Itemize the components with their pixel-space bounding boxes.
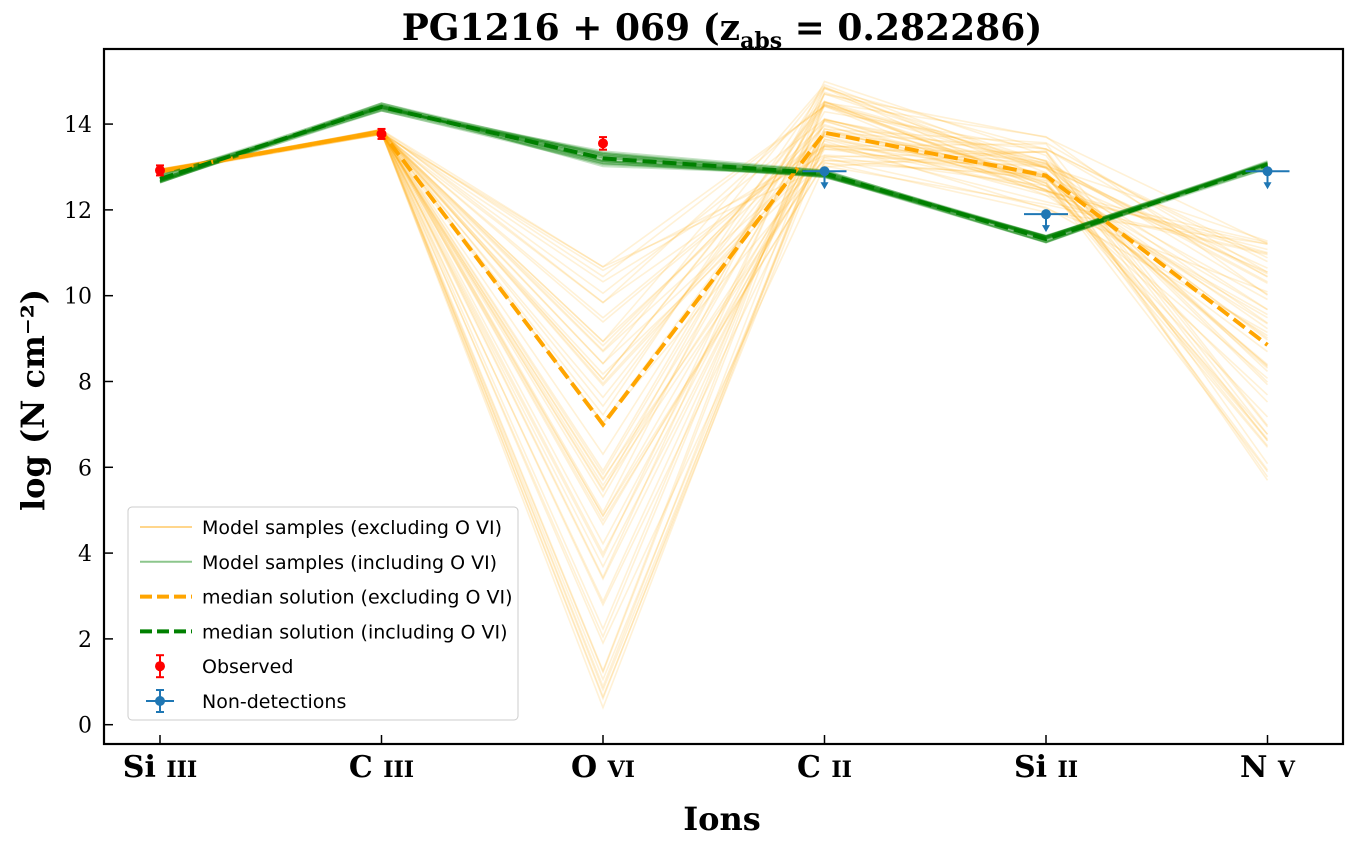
plot-frame bbox=[102, 47, 1345, 746]
legend-marker bbox=[155, 696, 165, 706]
chart-title-main: PG1216 + 069 (z bbox=[402, 7, 740, 49]
legend: Model samples (excluding O VI) Model samp… bbox=[127, 506, 519, 721]
legend-box bbox=[127, 506, 519, 721]
median-excluding-ovi-line bbox=[159, 129, 1269, 428]
y-tick-label: 0 bbox=[78, 714, 92, 739]
x-tick-stage: II bbox=[831, 757, 852, 783]
y-tick-label: 10 bbox=[64, 285, 92, 310]
x-tick-element: N bbox=[1240, 750, 1278, 785]
orange-sample-line bbox=[159, 80, 1269, 514]
x-tick-stage: V bbox=[1277, 757, 1296, 783]
orange-sample-line bbox=[159, 129, 1269, 527]
x-tick-stage: VI bbox=[607, 757, 635, 783]
median-lines bbox=[159, 104, 1269, 428]
orange-sample-line bbox=[159, 123, 1269, 424]
orange-sample-line bbox=[159, 117, 1269, 440]
x-tick-label: Si II bbox=[1014, 750, 1078, 785]
orange-sample-line bbox=[159, 130, 1268, 556]
y-tick-label: 4 bbox=[78, 542, 92, 567]
legend-label: Observed bbox=[202, 656, 293, 678]
y-axis-label: log (N cm⁻²) bbox=[14, 289, 52, 511]
orange-sample-line bbox=[159, 119, 1268, 482]
x-tick-element: C bbox=[349, 750, 383, 785]
legend-marker bbox=[155, 661, 165, 672]
legend-label: median solution (excluding O VI) bbox=[202, 587, 512, 609]
x-tick-label: C II bbox=[797, 750, 852, 785]
non-detection-point bbox=[1262, 166, 1273, 177]
chart-title-rest: = 0.282286) bbox=[782, 7, 1042, 49]
y-tick-label: 12 bbox=[64, 199, 92, 224]
green-sample-line bbox=[159, 104, 1268, 238]
x-tick-label: O VI bbox=[571, 750, 635, 785]
orange-sample-line bbox=[159, 100, 1269, 631]
x-tick-element: C bbox=[797, 750, 831, 785]
x-tick-element: O bbox=[571, 750, 608, 785]
x-tick-element: Si bbox=[1014, 750, 1058, 785]
green-sample-line bbox=[159, 109, 1268, 244]
median-including-ovi-line bbox=[159, 104, 1269, 242]
x-tick-label: C III bbox=[349, 750, 414, 785]
green-sample-line bbox=[159, 104, 1268, 238]
upper-limit-arrow-icon bbox=[1263, 182, 1272, 190]
y-tick-label: 14 bbox=[64, 113, 92, 138]
observed-point bbox=[598, 138, 608, 149]
non-detection-point bbox=[819, 166, 830, 177]
x-tick-stage: III bbox=[166, 757, 197, 783]
observed-point bbox=[376, 128, 387, 139]
orange-sample-line bbox=[159, 103, 1268, 381]
y-tick-label: 2 bbox=[78, 628, 92, 653]
upper-limit-arrow-icon bbox=[820, 182, 829, 190]
legend-label: median solution (including O VI) bbox=[202, 621, 508, 643]
orange-sample-line bbox=[159, 131, 1268, 569]
y-tick-label: 8 bbox=[78, 370, 92, 395]
orange-sample-line bbox=[159, 125, 1268, 347]
x-tick-stage: III bbox=[383, 757, 414, 783]
green-sample-line bbox=[159, 105, 1268, 244]
x-axis-label: Ions bbox=[683, 800, 761, 838]
observed-point bbox=[155, 165, 165, 176]
x-tick-label: Si III bbox=[123, 750, 197, 785]
data-points bbox=[155, 127, 1290, 233]
chart-title: PG1216 + 069 (zabs = 0.282286) bbox=[402, 7, 1043, 54]
y-tick-label: 6 bbox=[78, 456, 92, 481]
legend-label: Model samples (excluding O VI) bbox=[202, 517, 502, 539]
x-tick-stage: II bbox=[1057, 757, 1078, 783]
x-tick-element: Si bbox=[123, 750, 167, 785]
orange-sample-line bbox=[159, 86, 1268, 493]
legend-label: Non-detections bbox=[202, 691, 346, 713]
non-detection-point bbox=[1041, 209, 1051, 220]
upper-limit-arrow-icon bbox=[1042, 225, 1050, 233]
x-tick-label: N V bbox=[1240, 750, 1296, 785]
legend-label: Model samples (including O VI) bbox=[202, 552, 497, 574]
